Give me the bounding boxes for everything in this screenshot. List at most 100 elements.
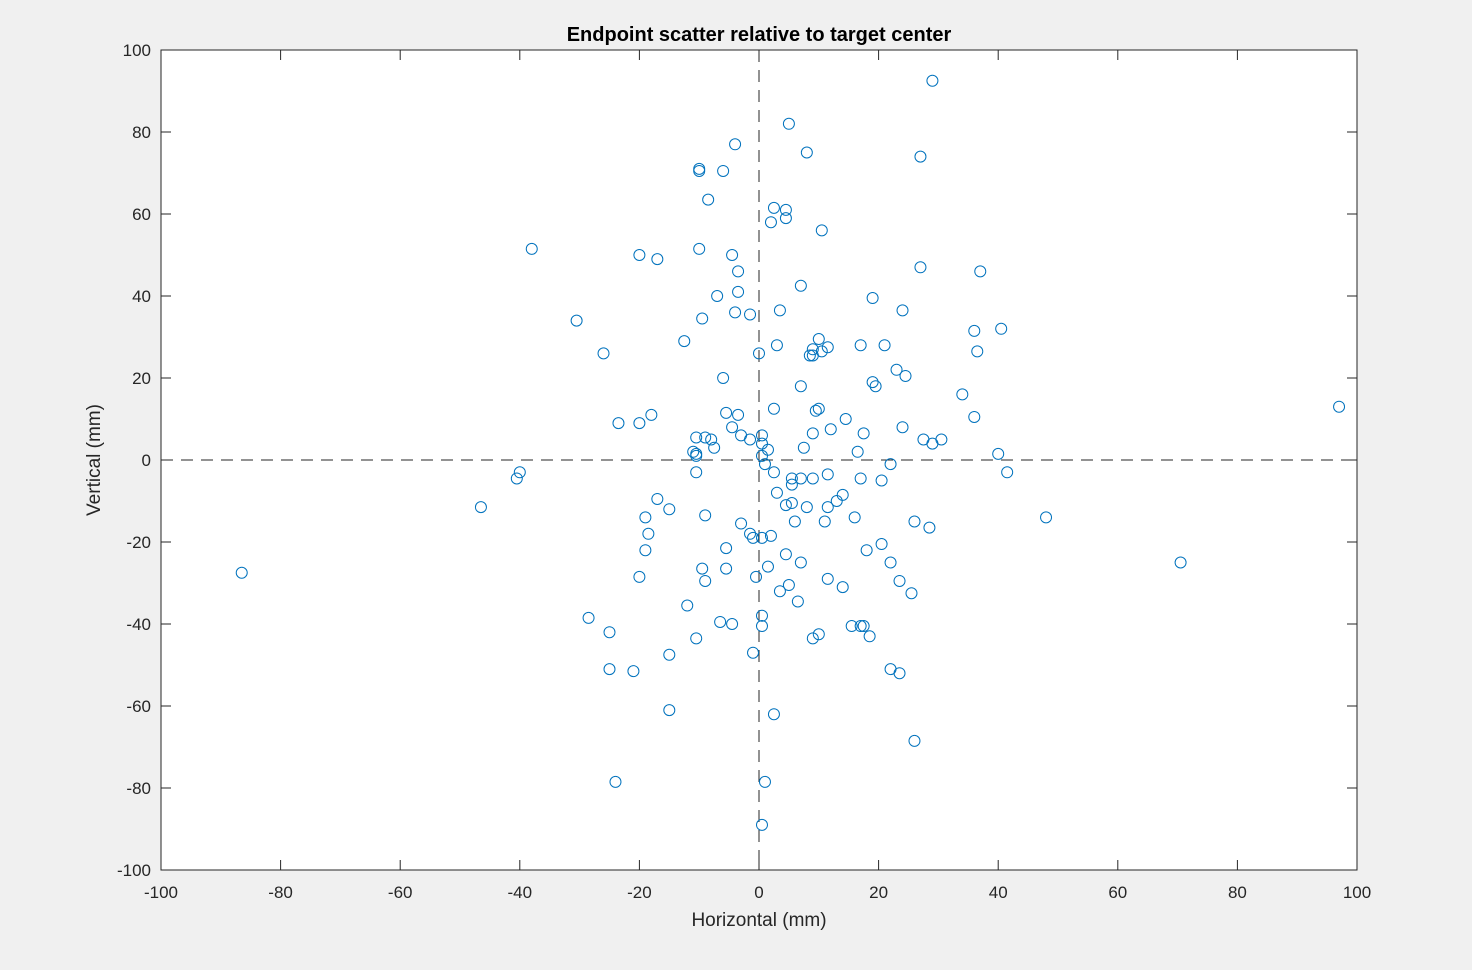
data-point [851,445,864,458]
data-point [893,574,906,587]
data-point [890,363,903,376]
data-point [711,290,724,302]
data-point [639,511,652,524]
data-point [863,630,876,643]
data-point [764,529,777,542]
y-tick-label: -20 [126,533,151,552]
data-point [761,560,774,573]
data-point [758,775,771,788]
data-point [663,648,676,661]
y-tick-label: -100 [117,861,151,880]
data-point [896,304,909,317]
y-tick-label: 60 [132,205,151,224]
data-point [663,503,676,516]
data-point [821,341,834,354]
data-point [818,515,831,528]
data-point [821,468,834,481]
y-tick-label: 80 [132,123,151,142]
data-point [755,531,768,544]
data-point [1333,400,1346,413]
data-point [974,265,987,278]
data-point [696,562,709,575]
x-tick-label: -40 [508,883,533,902]
data-point [690,466,703,479]
data-point [750,570,763,583]
data-point [875,538,888,551]
x-tick-label: -60 [388,883,413,902]
data-point [782,579,795,592]
data-point [824,423,837,436]
data-point [794,556,807,569]
data-point [908,734,921,747]
data-point [755,449,768,462]
data-point [803,349,816,362]
data-point [854,339,867,352]
data-point [812,628,825,641]
data-point [854,620,867,633]
data-point [884,458,897,471]
data-point [755,620,768,633]
data-point [513,466,526,479]
data-point [729,306,742,319]
x-tick-label: 0 [754,883,763,902]
x-tick-label: 40 [989,883,1008,902]
data-point [732,265,745,278]
data-point [642,527,655,540]
data-point [767,466,780,479]
x-tick-label: -20 [627,883,652,902]
data-point [956,388,969,401]
data-point [708,441,721,454]
data-point [791,595,804,608]
data-point [878,339,891,352]
data-point [779,203,792,216]
data-point [633,417,646,430]
y-tick-label: 0 [142,451,151,470]
x-tick-label: -100 [144,883,178,902]
data-point [678,335,691,348]
data-point [899,369,912,382]
x-tick-label: 80 [1228,883,1247,902]
data-point [806,343,819,356]
data-point [773,304,786,317]
data-point [633,570,646,583]
x-tick-label: 100 [1343,883,1371,902]
data-point [639,544,652,557]
data-point [726,618,739,630]
data-point [726,249,739,261]
chart-title: Endpoint scatter relative to target cent… [567,24,952,46]
x-tick-label: -80 [268,883,293,902]
data-point [744,527,757,540]
data-point [845,620,858,633]
data-point [806,632,819,645]
data-point [726,421,739,434]
y-tick-label: -60 [126,697,151,716]
data-point [755,437,768,450]
data-point [755,609,768,622]
data-point [800,146,813,159]
data-point [732,408,745,421]
x-tick-label: 20 [869,883,888,902]
data-point [735,517,748,530]
data-point [744,433,757,446]
data-point [755,429,768,442]
data-point [747,531,760,544]
y-tick-label: 40 [132,287,151,306]
data-point [905,587,918,600]
data-point [702,193,715,206]
data-point [753,347,765,360]
data-point [582,611,595,624]
data-point [645,408,658,421]
data-point [893,667,906,680]
data-point [1040,511,1053,524]
data-point [908,515,921,528]
data-point [968,410,981,423]
data-point [597,347,610,360]
data-point [797,441,810,454]
data-point [699,574,712,587]
data-point [767,708,780,721]
data-point [681,599,694,612]
data-point [699,509,712,522]
data-point [848,511,861,524]
data-point [860,544,873,557]
x-tick-label: 60 [1108,883,1127,902]
